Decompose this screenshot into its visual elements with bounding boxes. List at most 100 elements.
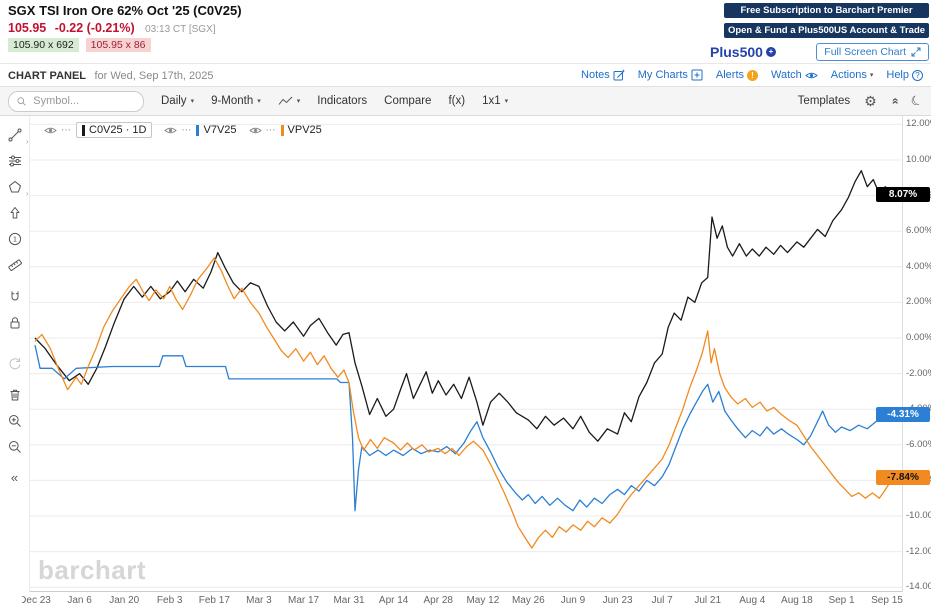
templates-button[interactable]: Templates xyxy=(798,95,850,107)
measure-tool[interactable] xyxy=(1,252,29,278)
series-line-V7V25 xyxy=(34,344,894,512)
sliders-icon xyxy=(8,155,21,167)
help-link[interactable]: Help ? xyxy=(886,69,923,81)
chevron-down-icon: ▾ xyxy=(296,98,301,105)
zoom-out-icon xyxy=(8,441,21,453)
x-axis-label: Apr 28 xyxy=(423,595,453,606)
y-axis-label: -2.00% xyxy=(906,367,931,379)
y-axis-label: 4.00% xyxy=(906,260,931,272)
y-axis[interactable]: 12.00% 10.00% 8.00% 6.00% 4.00% 2.00% 0.00% -2.… xyxy=(902,116,931,592)
circled-one-icon: 1 xyxy=(8,232,21,246)
help-icon: ? xyxy=(912,69,923,81)
series-color-bar xyxy=(196,124,200,136)
plus500-logo[interactable]: Plus500 + xyxy=(710,44,776,60)
tool-expand-icon: › xyxy=(25,137,29,146)
legend-item-V7V25[interactable]: ⋯ V7V25 xyxy=(164,124,237,136)
trendline-tool[interactable]: › xyxy=(1,122,29,148)
alerts-link[interactable]: Alerts ! xyxy=(715,69,759,81)
zoom-in-icon xyxy=(8,415,21,427)
y-axis-label: 12.00% xyxy=(906,118,931,130)
redo-arrow-icon xyxy=(9,358,20,370)
y-axis-label: -6.00% xyxy=(906,438,931,450)
chart-canvas[interactable] xyxy=(30,116,902,592)
watch-label: Watch xyxy=(771,69,802,81)
range-label: 9-Month xyxy=(211,95,254,107)
notes-link[interactable]: Notes xyxy=(581,69,625,81)
shapes-tool[interactable]: › xyxy=(1,174,29,200)
plus500-logo-text: Plus500 xyxy=(710,44,763,60)
chart-plot-area[interactable]: ⋯ C0V25 · 1D ⋯ V7V25 ⋯ VP xyxy=(30,116,902,592)
series-label: V7V25 xyxy=(203,124,237,136)
zoom-in-tool[interactable] xyxy=(1,408,29,434)
notes-label: Notes xyxy=(581,69,610,81)
premier-promo-button[interactable]: Free Subscription to Barchart Premier xyxy=(724,3,929,18)
fx-button[interactable]: f(x) xyxy=(448,95,465,107)
visibility-eye-icon[interactable] xyxy=(44,126,57,135)
arrow-tool[interactable] xyxy=(1,200,29,226)
plus500-logo-mark: + xyxy=(765,47,776,57)
delete-drawings-tool[interactable] xyxy=(1,382,29,408)
polygon-icon xyxy=(8,180,21,193)
chart-panel-bar: CHART PANEL for Wed, Sep 17th, 2025 Note… xyxy=(0,63,931,87)
x-axis-label: Mar 3 xyxy=(246,595,272,606)
drawing-toolbar: › › 1 xyxy=(0,116,30,592)
range-dropdown[interactable]: 9-Month ▾ xyxy=(211,95,261,107)
full-screen-chart-button[interactable]: Full Screen Chart xyxy=(816,43,929,61)
chart-type-dropdown[interactable]: ▾ xyxy=(278,96,301,106)
compare-button[interactable]: Compare xyxy=(384,95,431,107)
x-axis-label: Feb 3 xyxy=(156,595,183,606)
y-axis-label: -8.00% xyxy=(906,474,931,486)
legend-item-C0V25[interactable]: ⋯ C0V25 · 1D xyxy=(44,122,153,138)
ask-quote: 105.95 x 86 xyxy=(85,38,151,52)
symbol-search[interactable] xyxy=(8,90,144,112)
frequency-dropdown[interactable]: Daily ▾ xyxy=(161,95,194,107)
full-screen-chart-label: Full Screen Chart xyxy=(824,46,906,58)
visibility-eye-icon[interactable] xyxy=(248,126,262,135)
search-icon xyxy=(17,96,26,106)
expand-icon xyxy=(911,47,921,57)
actions-dropdown[interactable]: Actions ▾ xyxy=(831,69,874,81)
collapse-panel-icon[interactable]: » xyxy=(887,97,901,105)
redo-tool[interactable] xyxy=(1,350,29,376)
indicators-tool[interactable] xyxy=(1,148,29,174)
series-color-bar xyxy=(82,124,85,136)
x-axis-label: May 12 xyxy=(466,595,500,606)
dark-mode-icon[interactable]: ☾ xyxy=(908,91,926,110)
watch-link[interactable]: Watch xyxy=(771,69,818,81)
collapse-toolstrip[interactable]: « xyxy=(10,469,19,485)
alerts-label: Alerts xyxy=(715,69,745,81)
svg-text:1: 1 xyxy=(12,235,16,244)
ruler-icon xyxy=(7,259,22,271)
series-chip[interactable]: C0V25 · 1D xyxy=(76,122,153,138)
visibility-eye-icon[interactable] xyxy=(164,126,178,135)
symbol-search-input[interactable] xyxy=(31,94,135,108)
trash-icon xyxy=(10,389,19,401)
series-menu-icon[interactable]: ⋯ xyxy=(61,124,72,136)
x-axis[interactable]: Dec 23 Jan 6 Jan 20 Feb 3 Feb 17 Mar 3 Mar 17 M… xyxy=(22,592,931,609)
settings-gear-icon[interactable]: ⚙ xyxy=(864,92,877,109)
y-axis-label: 6.00% xyxy=(906,225,931,237)
plus500-promo-button[interactable]: Open & Fund a Plus500US Account & Trade xyxy=(724,23,929,38)
magnet-tool[interactable] xyxy=(1,284,29,310)
indicators-button[interactable]: Indicators xyxy=(317,95,367,107)
y-axis-label: 2.00% xyxy=(906,296,931,308)
chart-toolbar: Daily ▾ 9-Month ▾ ▾ Indicators Compare f… xyxy=(0,87,931,116)
layout-label: 1x1 xyxy=(482,95,501,107)
my-charts-link[interactable]: My Charts xyxy=(638,69,703,81)
watch-eye-icon xyxy=(804,72,818,78)
annotation-tool[interactable]: 1 xyxy=(1,226,29,252)
alert-icon: ! xyxy=(747,69,759,81)
trendline-icon xyxy=(8,128,21,142)
barchart-watermark: barchart xyxy=(38,555,147,585)
zoom-out-tool[interactable] xyxy=(1,434,29,460)
x-axis-label: Sep 15 xyxy=(871,595,903,606)
layout-dropdown[interactable]: 1x1 ▾ xyxy=(482,95,508,107)
price-change: -0.22 (-0.21%) xyxy=(54,21,135,35)
lock-icon xyxy=(10,317,19,329)
series-menu-icon[interactable]: ⋯ xyxy=(181,124,193,136)
lock-tool[interactable] xyxy=(1,310,29,336)
legend-item-VPV25[interactable]: ⋯ VPV25 xyxy=(248,124,322,136)
chart-legend: ⋯ C0V25 · 1D ⋯ V7V25 ⋯ VP xyxy=(44,122,322,138)
series-menu-icon[interactable]: ⋯ xyxy=(265,124,277,136)
compare-label: Compare xyxy=(384,95,432,107)
